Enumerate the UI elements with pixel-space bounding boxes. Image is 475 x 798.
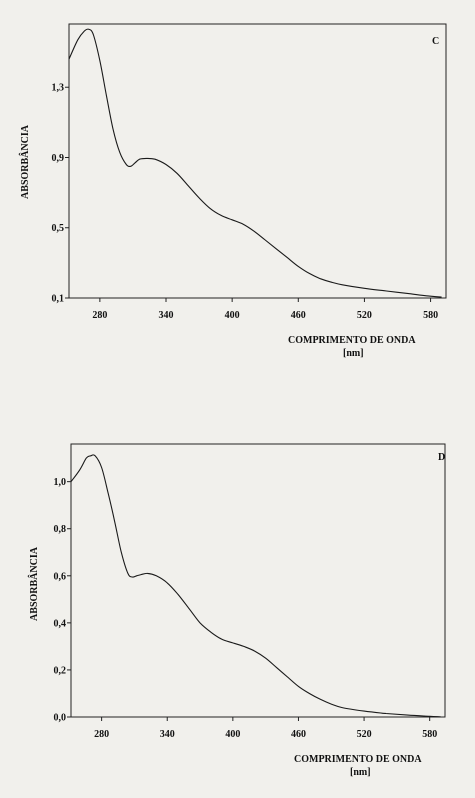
absorbance-curve: [70, 454, 441, 718]
y-tick-label: 1,3: [52, 83, 65, 94]
y-tick-label: 0,8: [54, 524, 67, 535]
x-tick-label: 280: [92, 310, 107, 321]
chart-panel-d: D 0,00,20,40,60,81,0 280 340 400 460 520 580 …: [28, 443, 446, 778]
y-axis-ticks: 0,1 0,5 0,9 1,3: [52, 83, 69, 305]
x-axis-ticks: 280 340 400 460 520 580: [94, 717, 437, 740]
y-tick-label: 1,0: [54, 477, 67, 488]
y-tick-label: 0,9: [52, 153, 65, 164]
x-tick-label: 580: [422, 729, 437, 740]
x-axis-title: COMPRIMENTO DE ONDA: [288, 335, 416, 346]
x-axis-unit: [nm]: [350, 767, 371, 778]
y-tick-label: 0,5: [52, 223, 65, 234]
x-tick-label: 520: [357, 310, 372, 321]
x-axis-unit: [nm]: [343, 348, 364, 359]
plot-frame: [68, 23, 447, 299]
x-tick-label: 340: [160, 729, 175, 740]
chart-panel-c: C 0,1 0,5 0,9 1,3 280 340 400 460 520 580 ABSORB…: [19, 23, 447, 359]
panel-label: C: [432, 36, 439, 47]
y-tick-label: 0,1: [52, 294, 65, 305]
x-tick-label: 520: [357, 729, 372, 740]
y-tick-label: 0,4: [54, 618, 67, 629]
x-axis-title: COMPRIMENTO DE ONDA: [294, 754, 422, 765]
y-axis-title: ABSORBÂNCIA: [19, 124, 31, 199]
panel-label: D: [438, 452, 445, 463]
y-tick-label: 0,0: [54, 713, 67, 724]
y-axis-title: ABSORBÂNCIA: [28, 546, 40, 621]
absorbance-curve: [68, 28, 442, 298]
x-tick-label: 280: [94, 729, 109, 740]
y-tick-label: 0,6: [54, 571, 67, 582]
x-tick-label: 580: [423, 310, 438, 321]
plot-frame: [70, 443, 446, 718]
x-axis-ticks: 280 340 400 460 520 580: [92, 298, 438, 321]
x-tick-label: 460: [291, 310, 306, 321]
x-tick-label: 400: [225, 729, 240, 740]
x-tick-label: 400: [225, 310, 240, 321]
y-axis-ticks: 0,0 0,2 0,4 0,6 0,8 1,0: [54, 477, 71, 724]
x-tick-label: 460: [291, 729, 306, 740]
y-tick-label: 0,2: [54, 665, 67, 676]
x-tick-label: 340: [159, 310, 174, 321]
